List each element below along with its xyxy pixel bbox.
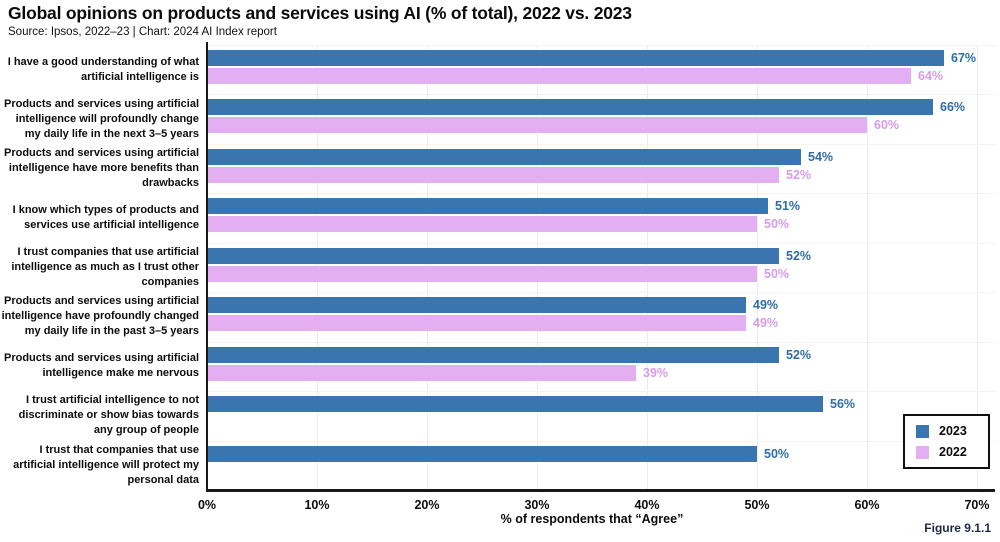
bar-2023	[207, 396, 823, 413]
bar-2022	[207, 117, 867, 134]
legend-swatch-2022	[916, 445, 929, 459]
category-label: I trust artificial intelligence to not d…	[18, 394, 199, 437]
x-tick-label-50: 50%	[744, 498, 770, 512]
category-label: I have a good understanding of what arti…	[7, 55, 199, 83]
chart-row: Products and services using artificial i…	[0, 341, 1000, 391]
gridline-70	[977, 45, 978, 490]
row-separator	[207, 242, 995, 244]
row-plot: 50%	[207, 441, 977, 490]
bar-2023	[207, 148, 801, 165]
row-plot: 54% 52%	[207, 144, 977, 193]
row-separator	[207, 193, 995, 195]
category-label: Products and services using artificial i…	[3, 97, 199, 140]
row-plot: 52% 50%	[207, 243, 977, 292]
bar-value-2023: 51%	[775, 199, 801, 214]
category-label: Products and services using artificial i…	[3, 352, 199, 380]
legend: 2023 2022	[903, 414, 990, 469]
bar-2023	[207, 445, 757, 462]
bar-value-2023: 56%	[830, 397, 856, 412]
x-tick-label-10: 10%	[304, 498, 330, 512]
x-tick-label-40: 40%	[634, 498, 660, 512]
x-tick-label-30: 30%	[524, 498, 550, 512]
bar-chart: I have a good understanding of what arti…	[0, 42, 1000, 512]
row-plot: 67% 64%	[207, 45, 977, 94]
bar-2023	[207, 346, 779, 363]
x-axis-title: % of respondents that “Agree”	[500, 512, 684, 526]
gridline-60	[867, 45, 868, 490]
chart-row: I trust that companies that use artifici…	[0, 440, 1000, 490]
legend-label-2022: 2022	[939, 445, 967, 459]
bar-value-2023: 54%	[808, 149, 834, 164]
bar-2022	[207, 315, 746, 332]
row-separator	[207, 440, 995, 442]
bar-2023	[207, 297, 746, 314]
legend-swatch-2023	[916, 424, 929, 438]
figure-label: Figure 9.1.1	[924, 521, 991, 535]
chart-row: Products and services using artificial i…	[0, 143, 1000, 193]
bar-2022	[207, 265, 757, 282]
row-plot: 51% 50%	[207, 193, 977, 242]
row-plot: 66% 60%	[207, 94, 977, 143]
bar-2023	[207, 198, 768, 215]
y-axis-line	[206, 42, 208, 490]
bar-2023	[207, 50, 944, 66]
bar-2023	[207, 247, 779, 264]
row-plot: 56%	[207, 391, 977, 440]
x-tick-label-20: 20%	[414, 498, 440, 512]
bar-value-2022: 39%	[643, 365, 669, 380]
bar-value-2023: 52%	[786, 248, 812, 263]
legend-item-2023: 2023	[916, 424, 980, 438]
x-axis-line	[206, 489, 995, 492]
bar-2022	[207, 216, 757, 233]
row-separator	[207, 45, 995, 46]
bar-value-2022: 49%	[753, 316, 779, 331]
bar-value-2023: 50%	[764, 446, 790, 461]
legend-label-2023: 2023	[939, 424, 967, 438]
row-separator	[207, 292, 995, 294]
bar-value-2022: 64%	[918, 69, 944, 83]
category-label: Products and services using artificial i…	[1, 295, 199, 338]
row-separator	[207, 341, 995, 343]
bar-value-2022: 50%	[764, 266, 790, 281]
chart-title: Global opinions on products and services…	[8, 3, 632, 23]
category-label: Products and services using artificial i…	[3, 147, 199, 190]
bar-2022	[207, 364, 636, 381]
category-label: I know which types of products and servi…	[12, 204, 199, 232]
bar-value-2023: 52%	[786, 347, 812, 362]
x-tick-label-0: 0%	[197, 498, 217, 512]
category-label: I trust that companies that use artifici…	[13, 443, 199, 486]
bar-value-2022: 52%	[786, 167, 812, 182]
bar-2022	[207, 68, 911, 84]
legend-item-2022: 2022	[916, 445, 980, 459]
bar-value-2022: 60%	[874, 118, 900, 133]
chart-row: I have a good understanding of what arti…	[0, 45, 1000, 94]
bar-value-2023: 49%	[753, 298, 779, 313]
bar-2022	[207, 166, 779, 183]
bar-value-2023: 66%	[940, 100, 966, 115]
row-separator	[207, 143, 995, 145]
row-separator	[207, 391, 995, 393]
chart-row: I know which types of products and servi…	[0, 193, 1000, 242]
chart-row: Products and services using artificial i…	[0, 94, 1000, 143]
bar-2023	[207, 99, 933, 116]
bar-value-2022: 50%	[764, 217, 790, 232]
x-tick-label-70: 70%	[964, 498, 990, 512]
category-label: I trust companies that use artificial in…	[11, 245, 199, 288]
chart-row: I trust artificial intelligence to not d…	[0, 391, 1000, 440]
x-tick-label-60: 60%	[854, 498, 880, 512]
chart-row: I trust companies that use artificial in…	[0, 242, 1000, 292]
row-plot: 49% 49%	[207, 292, 977, 341]
chart-subtitle: Source: Ipsos, 2022–23 | Chart: 2024 AI …	[8, 26, 277, 38]
gridline-50	[757, 45, 758, 490]
chart-rows: I have a good understanding of what arti…	[0, 45, 1000, 490]
chart-row: Products and services using artificial i…	[0, 292, 1000, 341]
row-separator	[207, 94, 995, 96]
row-plot: 52% 39%	[207, 342, 977, 391]
bar-value-2023: 67%	[951, 51, 977, 65]
